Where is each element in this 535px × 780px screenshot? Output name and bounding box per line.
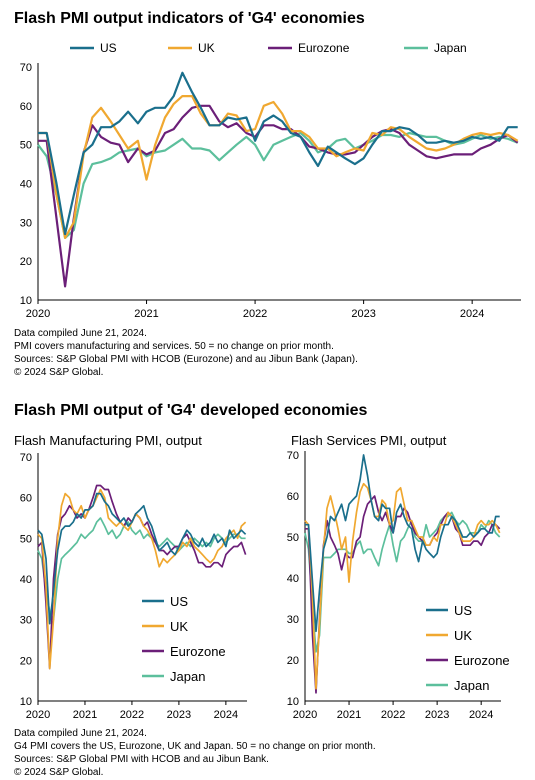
x-tick-label: 2022 [243,308,267,320]
legend-label-us: US [100,41,117,55]
top-chart-title: Flash PMI output indicators of 'G4' econ… [14,10,365,27]
y-tick-label: 20 [20,256,32,268]
bottom-note-line: Sources: S&P Global PMI with HCOB and au… [14,754,269,765]
y-tick-label: 10 [20,295,32,307]
x-tick-label: 2022 [381,709,405,721]
top-chart-notes: Data compiled June 21, 2024. PMI covers … [14,327,358,379]
services-chart-title: Flash Services PMI, output [291,433,447,448]
top-note-line: PMI covers manufacturing and services. 5… [14,341,334,352]
top-note-line: Sources: S&P Global PMI with HCOB (Euroz… [14,354,358,365]
y-tick-label: 60 [20,493,32,505]
series-line-us [305,454,500,633]
legend-label-uk: UK [454,628,472,643]
top-note-line: Data compiled June 21, 2024. [14,328,147,339]
series-line-eurozone [38,104,519,288]
x-tick-label: 2022 [120,709,144,721]
y-tick-label: 20 [20,655,32,667]
bottom-note-line: G4 PMI covers the US, Eurozone, UK and J… [14,741,376,752]
y-tick-label: 50 [20,140,32,152]
top-note-line: © 2024 S&P Global. [14,367,104,378]
bottom-note-line: © 2024 S&P Global. [14,767,104,778]
legend-label-japan: Japan [170,669,205,684]
x-tick-label: 2021 [73,709,97,721]
legend-label-uk: UK [170,619,188,634]
series-line-us [38,71,518,236]
legend-label-us: US [454,603,472,618]
y-tick-label: 30 [287,614,299,626]
legend-label-japan: Japan [454,678,489,693]
series-line-uk [38,94,519,239]
legend-label-eurozone: Eurozone [298,41,350,55]
y-tick-label: 30 [20,615,32,627]
y-tick-label: 40 [20,179,32,191]
y-tick-label: 10 [287,696,299,708]
y-tick-label: 50 [287,532,299,544]
x-tick-label: 2021 [337,709,361,721]
y-tick-label: 40 [20,574,32,586]
legend-label-japan: Japan [434,41,467,55]
series-line-uk [37,488,247,670]
y-tick-label: 60 [287,491,299,503]
series-line-japan [37,517,246,621]
series-line-uk [304,482,501,690]
x-tick-label: 2020 [26,308,50,320]
y-tick-label: 70 [20,452,32,464]
top-line-chart: 10 20 30 40 50 60 70 2020 2021 2022 2023 2024 US UK Eu… [20,41,521,320]
bottom-note-line: Data compiled June 21, 2024. [14,728,147,739]
manufacturing-line-chart: 10 20 30 40 50 60 70 2020 2021 2022 2023 2024 US UK Eu… [20,452,247,721]
x-tick-label: 2023 [351,308,375,320]
x-tick-label: 2024 [469,709,493,721]
y-tick-label: 40 [287,573,299,585]
bottom-chart-notes: Data compiled June 21, 2024. G4 PMI cove… [14,727,376,779]
x-tick-label: 2023 [167,709,191,721]
x-tick-label: 2020 [293,709,317,721]
y-tick-label: 20 [287,655,299,667]
y-tick-label: 30 [20,217,32,229]
x-tick-label: 2023 [425,709,449,721]
legend-label-us: US [170,594,188,609]
bottom-section-title: Flash PMI output of 'G4' developed econo… [14,402,368,419]
y-tick-label: 50 [20,533,32,545]
manufacturing-chart-title: Flash Manufacturing PMI, output [14,433,202,448]
x-tick-label: 2020 [26,709,50,721]
y-tick-label: 10 [20,696,32,708]
series-line-eurozone [37,484,247,670]
y-tick-label: 60 [20,101,32,113]
series-line-us [37,492,247,625]
y-tick-label: 70 [287,450,299,462]
x-tick-label: 2024 [460,308,484,320]
y-tick-label: 70 [20,62,32,74]
series-line-japan [37,131,519,239]
x-tick-label: 2024 [214,709,238,721]
services-line-chart: 10 20 30 40 50 60 70 2020 2021 2022 2023 2024 US UK Eu… [287,450,510,721]
legend-label-eurozone: Eurozone [170,644,226,659]
legend-label-eurozone: Eurozone [454,653,510,668]
legend-label-uk: UK [198,41,215,55]
x-tick-label: 2021 [134,308,158,320]
